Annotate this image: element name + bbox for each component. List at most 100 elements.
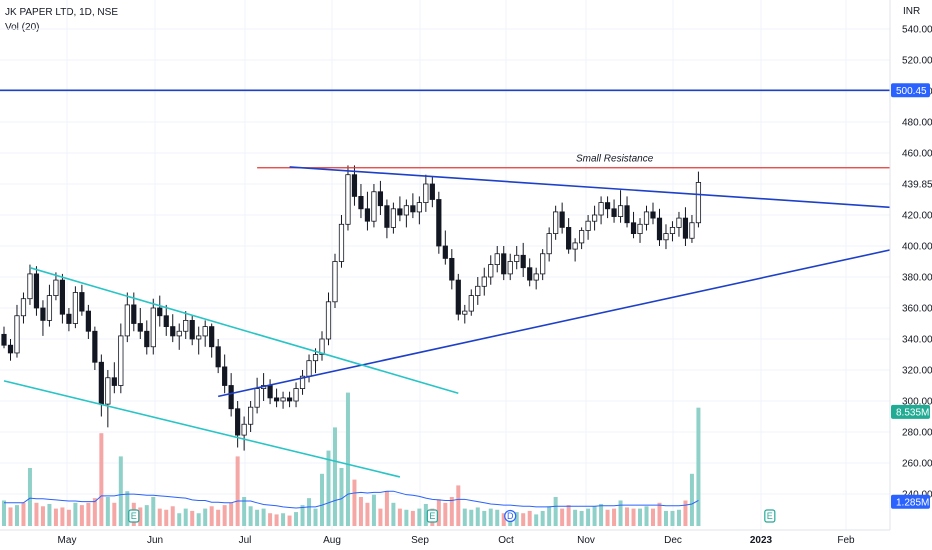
- candle-body: [157, 307, 163, 317]
- candle: [215, 339, 221, 374]
- volume-bar: [625, 507, 630, 526]
- candle-body: [92, 330, 98, 363]
- candle-body: [131, 304, 137, 324]
- candle-body: [481, 276, 487, 287]
- volume-bar: [307, 498, 312, 526]
- triangle-lower[interactable]: [217, 235, 932, 398]
- candle-body: [306, 360, 312, 377]
- volume-bar: [482, 510, 487, 526]
- candle-body: [630, 222, 637, 234]
- time-axis[interactable]: May Jun Jul Aug Sep Oct Nov Dec 2023 Feb: [0, 529, 890, 550]
- candle-body: [176, 330, 182, 337]
- candle: [66, 308, 72, 332]
- volume-bar: [670, 510, 675, 526]
- candle: [293, 382, 299, 408]
- price-axis[interactable]: INR540.00520.00500.00480.00460.00440.004…: [889, 0, 932, 550]
- price-label-teal: 8.535M: [896, 407, 929, 418]
- candle: [306, 354, 312, 383]
- candle-body: [105, 377, 111, 405]
- volume-bar: [579, 510, 584, 526]
- volume-bar: [384, 491, 389, 526]
- candle: [423, 174, 429, 212]
- event-marker-label: E: [429, 511, 435, 521]
- event-marker-E[interactable]: E: [426, 509, 438, 523]
- volume-bar: [540, 510, 545, 526]
- candle: [254, 377, 260, 414]
- candle-body: [1, 333, 7, 346]
- volume-bar: [53, 508, 58, 526]
- volume-bar: [573, 509, 578, 526]
- candle-body: [624, 205, 630, 224]
- triangle-upper[interactable]: [289, 166, 932, 212]
- channel-upper[interactable]: [29, 266, 459, 395]
- candle: [228, 373, 234, 417]
- candle: [643, 205, 650, 231]
- volume-bar: [443, 502, 448, 526]
- candle: [488, 255, 494, 285]
- event-marker-E[interactable]: E: [128, 509, 140, 523]
- candle-body: [689, 222, 695, 239]
- volume-bar: [222, 505, 227, 526]
- price-label-pill: [891, 83, 930, 98]
- event-marker-D[interactable]: D: [504, 509, 517, 523]
- drawn-trend-lines[interactable]: [0, 89, 932, 478]
- volume-bar: [274, 514, 279, 526]
- volume-bar: [566, 505, 571, 526]
- candle: [222, 354, 228, 394]
- candle-body: [384, 205, 390, 228]
- candle-body: [475, 285, 481, 296]
- volume-bar: [495, 509, 500, 526]
- candle-body: [150, 307, 156, 348]
- candle: [676, 211, 682, 237]
- volume-bar: [125, 491, 130, 526]
- volume-bar: [170, 506, 175, 526]
- candle: [656, 208, 663, 246]
- candle-body: [280, 397, 286, 402]
- candle-body: [663, 233, 669, 241]
- volume-bar: [651, 508, 655, 526]
- candle-body: [98, 361, 104, 405]
- event-marker-E[interactable]: E: [764, 509, 776, 523]
- annotations: Small Resistance: [576, 154, 654, 165]
- volume-bar: [248, 506, 253, 526]
- candle-body: [124, 304, 130, 337]
- candle-body: [248, 406, 254, 425]
- volume-ma-line: [4, 490, 699, 509]
- volume-bar: [300, 505, 305, 526]
- volume-bar: [676, 509, 681, 526]
- time-tick-label: Jul: [239, 535, 252, 546]
- volume-bar: [313, 508, 318, 526]
- volume-bar: [657, 502, 662, 526]
- candle: [377, 180, 384, 215]
- candle: [514, 246, 520, 270]
- time-tick-label: Nov: [577, 535, 595, 546]
- event-markers[interactable]: EEDEE: [128, 509, 932, 523]
- dividend-icon: [504, 509, 517, 523]
- candle-body: [604, 202, 611, 210]
- price-label-pill: [891, 404, 930, 419]
- candle: [669, 221, 676, 242]
- candle-body: [273, 397, 280, 402]
- volume-bar: [287, 515, 292, 526]
- candle-body: [85, 310, 91, 332]
- candle-body: [332, 261, 338, 303]
- candle-body: [416, 202, 422, 213]
- candle-body: [14, 315, 20, 354]
- volume-bar: [73, 502, 78, 526]
- candle-body: [59, 279, 66, 315]
- candle-body: [53, 279, 59, 297]
- candle: [449, 249, 455, 290]
- candle: [572, 238, 578, 262]
- volume-bar: [410, 510, 415, 526]
- volume-bar: [501, 513, 506, 526]
- channel-lower[interactable]: [3, 380, 401, 478]
- candle-body: [286, 397, 293, 402]
- candle: [494, 246, 500, 273]
- candle-body: [527, 267, 533, 281]
- candle-body: [507, 261, 513, 275]
- volume-bar: [599, 503, 604, 526]
- candle: [351, 165, 358, 206]
- candle: [176, 323, 182, 350]
- candle-body: [364, 208, 371, 222]
